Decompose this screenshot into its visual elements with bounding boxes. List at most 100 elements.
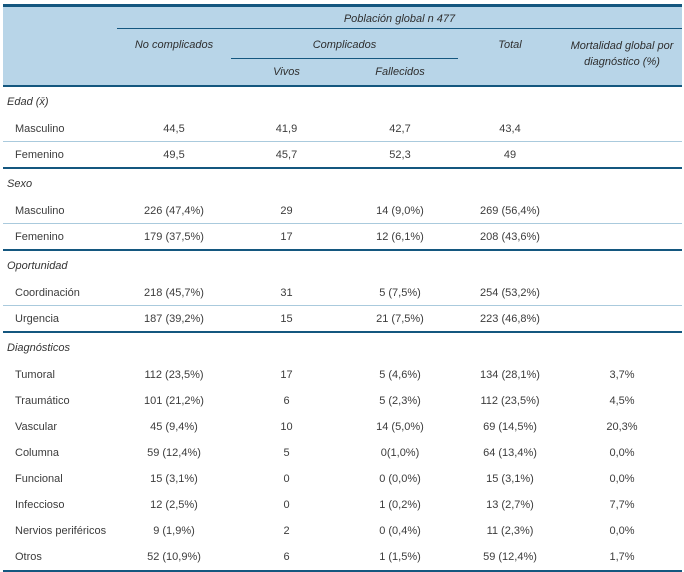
cell-no-complicados: 218 (45,7%) xyxy=(144,286,204,299)
section-title: Diagnósticos xyxy=(7,341,70,354)
cell-fallecidos: 0 (0,0%) xyxy=(379,473,421,485)
table-row: Funcional 15 (3,1%) 0 0 (0,0%) 15 (3,1%)… xyxy=(3,466,682,492)
cell-fallecidos: 0 (0,4%) xyxy=(379,525,421,537)
col-header-mortalidad: Mortalidad global por diagnóstico (%) xyxy=(562,29,682,85)
table-row: Femenino 49,5 45,7 52,3 49 xyxy=(3,142,682,167)
cell-no-complicados: 112 (23,5%) xyxy=(144,369,204,381)
table-row: Infeccioso 12 (2,5%) 0 1 (0,2%) 13 (2,7%… xyxy=(3,492,682,518)
row-label: Funcional xyxy=(15,473,63,485)
cell-mortalidad: 0,0% xyxy=(609,473,635,485)
col-header-vivos: Vivos xyxy=(273,66,300,78)
cell-total: 64 (13,4%) xyxy=(483,447,537,459)
cell-no-complicados: 187 (39,2%) xyxy=(144,312,204,325)
table-header: Población global n 477 No complicados Co… xyxy=(3,4,682,87)
section-title: Sexo xyxy=(7,177,33,190)
cell-fallecidos: 5 (7,5%) xyxy=(379,286,421,299)
cell-vivos: 6 xyxy=(283,395,290,407)
section-sexo: Sexo Masculino 226 (47,4%) 29 14 (9,0%) … xyxy=(3,169,682,251)
cell-mortalidad: 0,0% xyxy=(609,525,635,537)
cell-no-complicados: 101 (21,2%) xyxy=(144,395,204,407)
row-label: Otros xyxy=(15,551,42,563)
cell-total: 49 xyxy=(503,148,517,161)
section-title-row: Diagnósticos xyxy=(3,333,682,362)
cell-mortalidad: 20,3% xyxy=(606,421,638,433)
col-header-mortalidad-line2: diagnóstico (%) xyxy=(584,55,660,68)
cell-vivos: 45,7 xyxy=(275,148,298,161)
cell-vivos: 2 xyxy=(283,525,290,537)
cell-no-complicados: 59 (12,4%) xyxy=(147,447,201,459)
cell-total: 223 (46,8%) xyxy=(480,312,540,325)
cell-vivos: 6 xyxy=(283,551,290,563)
cell-no-complicados: 52 (10,9%) xyxy=(147,551,201,563)
section-title-row: Edad (x̄) xyxy=(3,87,682,116)
section-title-row: Oportunidad xyxy=(3,251,682,280)
cell-vivos: 15 xyxy=(280,312,293,325)
cell-vivos: 41,9 xyxy=(275,122,298,135)
cell-fallecidos: 52,3 xyxy=(389,148,411,161)
row-label: Nervios periféricos xyxy=(15,525,107,537)
row-label: Infeccioso xyxy=(15,499,65,511)
row-label: Coordinación xyxy=(15,286,80,299)
cell-mortalidad: 3,7% xyxy=(609,369,635,381)
cell-total: 43,4 xyxy=(499,122,521,135)
cell-total: 11 (2,3%) xyxy=(486,525,534,537)
table-row: Traumático 101 (21,2%) 6 5 (2,3%) 112 (2… xyxy=(3,388,682,414)
cell-no-complicados: 15 (3,1%) xyxy=(150,473,198,485)
cell-mortalidad: 1,7% xyxy=(609,551,635,563)
section-oportunidad: Oportunidad Coordinación 218 (45,7%) 31 … xyxy=(3,251,682,333)
col-header-fallecidos: Fallecidos xyxy=(375,66,425,78)
section-title: Edad (x̄) xyxy=(7,95,49,108)
cell-total: 69 (14,5%) xyxy=(483,421,537,433)
table-row: Tumoral 112 (23,5%) 17 5 (4,6%) 134 (28,… xyxy=(3,362,682,388)
table-row: Otros 52 (10,9%) 6 1 (1,5%) 59 (12,4%) 1… xyxy=(3,544,682,570)
table-row: Masculino 44,5 41,9 42,7 43,4 xyxy=(3,116,682,141)
section-edad: Edad (x̄) Masculino 44,5 41,9 42,7 43,4 … xyxy=(3,87,682,169)
cell-mortalidad: 4,5% xyxy=(609,395,635,407)
cell-no-complicados: 12 (2,5%) xyxy=(150,499,198,511)
cell-fallecidos: 5 (4,6%) xyxy=(379,369,421,381)
col-header-mortalidad-line1: Mortalidad global por xyxy=(570,40,674,52)
table-row: Urgencia 187 (39,2%) 15 21 (7,5%) 223 (4… xyxy=(3,306,682,331)
cell-total: 59 (12,4%) xyxy=(483,551,537,563)
row-label: Columna xyxy=(15,447,60,459)
cell-vivos: 17 xyxy=(280,369,293,381)
cell-vivos: 10 xyxy=(280,421,293,433)
table-row: Femenino 179 (37,5%) 17 12 (6,1%) 208 (4… xyxy=(3,224,682,249)
row-separator xyxy=(3,141,682,142)
section-diagnosticos: Diagnósticos Tumoral 112 (23,5%) 17 5 (4… xyxy=(3,333,682,572)
row-label: Masculino xyxy=(15,122,65,135)
row-label: Vascular xyxy=(15,421,57,433)
cell-no-complicados: 44,5 xyxy=(163,122,185,135)
cell-no-complicados: 226 (47,4%) xyxy=(144,204,204,217)
cell-total: 254 (53,2%) xyxy=(480,286,540,299)
row-label: Tumoral xyxy=(15,369,55,381)
cell-total: 134 (28,1%) xyxy=(480,369,540,381)
population-title: Población global n 477 xyxy=(117,10,682,29)
row-label: Urgencia xyxy=(15,312,60,325)
cell-vivos: 17 xyxy=(280,230,293,243)
cell-mortalidad: 0,0% xyxy=(609,447,635,459)
cell-total: 269 (56,4%) xyxy=(480,204,540,217)
row-separator xyxy=(3,223,682,224)
cell-fallecidos: 0(1,0%) xyxy=(380,447,420,459)
table-row: Masculino 226 (47,4%) 29 14 (9,0%) 269 (… xyxy=(3,198,682,223)
cell-fallecidos: 42,7 xyxy=(389,122,411,135)
row-label: Traumático xyxy=(15,395,70,407)
cell-total: 13 (2,7%) xyxy=(486,499,534,511)
section-title: Oportunidad xyxy=(7,259,68,272)
row-label: Masculino xyxy=(15,204,65,217)
cell-no-complicados: 9 (1,9%) xyxy=(153,525,195,537)
cell-no-complicados: 179 (37,5%) xyxy=(144,230,204,243)
col-header-complicados: Complicados xyxy=(231,29,458,59)
cell-fallecidos: 1 (1,5%) xyxy=(379,551,421,563)
column-headers: No complicados Complicados Total Mortali… xyxy=(3,29,682,85)
row-label: Femenino xyxy=(15,148,64,161)
cell-fallecidos: 21 (7,5%) xyxy=(376,312,424,325)
cell-fallecidos: 12 (6,1%) xyxy=(376,230,424,243)
cell-vivos: 0 xyxy=(283,499,290,511)
cell-no-complicados: 45 (9,4%) xyxy=(150,421,198,433)
cell-total: 15 (3,1%) xyxy=(486,473,534,485)
col-header-no-complicados: No complicados xyxy=(134,39,214,51)
table-row: Coordinación 218 (45,7%) 31 5 (7,5%) 254… xyxy=(3,280,682,305)
cell-vivos: 5 xyxy=(283,447,290,459)
